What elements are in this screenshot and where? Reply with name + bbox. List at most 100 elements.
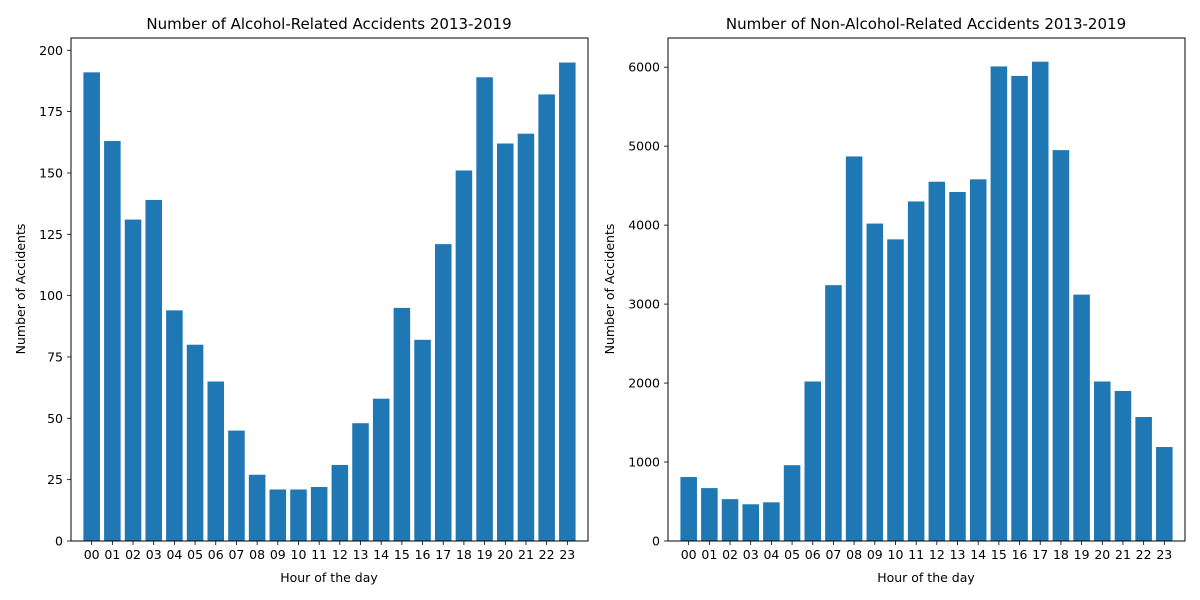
x-axis-label: Hour of the day bbox=[877, 570, 975, 585]
bar-18 bbox=[1052, 150, 1070, 541]
x-tick-label: 03 bbox=[743, 547, 759, 562]
bar-00 bbox=[83, 72, 100, 541]
bar-20 bbox=[497, 143, 514, 541]
bar-08 bbox=[248, 474, 266, 541]
y-tick-label: 6000 bbox=[628, 60, 660, 75]
x-tick-label: 19 bbox=[477, 547, 493, 562]
bar-23 bbox=[1156, 447, 1173, 541]
x-tick-label: 00 bbox=[84, 547, 100, 562]
bar-13 bbox=[352, 423, 369, 541]
bar-19 bbox=[476, 77, 493, 541]
x-tick-label: 16 bbox=[415, 547, 431, 562]
x-tick-label: 08 bbox=[249, 547, 265, 562]
ticks-layer: 00 01 02 03 04 05 06 07 08 09 10 11 12 13 14 15 16 17 18 19… bbox=[39, 43, 575, 562]
x-tick-label: 18 bbox=[1053, 547, 1069, 562]
y-tick-label: 5000 bbox=[628, 139, 660, 154]
x-tick-label: 22 bbox=[1136, 547, 1152, 562]
x-tick-label: 20 bbox=[1094, 547, 1110, 562]
x-tick-label: 15 bbox=[394, 547, 410, 562]
x-tick-label: 17 bbox=[1032, 547, 1048, 562]
x-tick-label: 04 bbox=[166, 547, 182, 562]
plot-frame bbox=[667, 37, 1186, 542]
bar-18 bbox=[455, 170, 473, 541]
x-tick-label: 16 bbox=[1012, 547, 1028, 562]
x-tick-label: 19 bbox=[1074, 547, 1090, 562]
chart-non-alcohol-related: Number of Non-Alcohol-Related Accidents … bbox=[602, 15, 1186, 585]
bar-07 bbox=[825, 285, 842, 541]
bar-14 bbox=[372, 398, 390, 541]
x-tick-label: 10 bbox=[291, 547, 307, 562]
bar-04 bbox=[166, 310, 183, 541]
bar-03 bbox=[145, 199, 162, 541]
bar-14 bbox=[969, 179, 987, 541]
x-tick-label: 05 bbox=[187, 547, 203, 562]
x-tick-label: 23 bbox=[1156, 547, 1172, 562]
x-tick-label: 02 bbox=[125, 547, 141, 562]
x-tick-label: 15 bbox=[991, 547, 1007, 562]
y-tick-label: 100 bbox=[39, 288, 63, 303]
plot-frame bbox=[70, 37, 589, 542]
x-tick-label: 17 bbox=[435, 547, 451, 562]
x-axis-label: Hour of the day bbox=[280, 570, 378, 585]
x-tick-label: 03 bbox=[146, 547, 162, 562]
y-tick-label: 125 bbox=[39, 227, 63, 242]
x-tick-label: 12 bbox=[929, 547, 945, 562]
x-tick-label: 11 bbox=[908, 547, 924, 562]
bar-16 bbox=[414, 339, 431, 541]
y-tick-label: 25 bbox=[47, 472, 63, 487]
bar-09 bbox=[866, 223, 884, 541]
y-tick-label: 200 bbox=[39, 43, 63, 58]
bar-07 bbox=[228, 430, 245, 541]
x-tick-label: 13 bbox=[353, 547, 369, 562]
bar-21 bbox=[1114, 390, 1132, 541]
y-tick-label: 75 bbox=[47, 349, 63, 364]
x-tick-label: 14 bbox=[373, 547, 389, 562]
bar-04 bbox=[763, 502, 780, 541]
x-tick-label: 04 bbox=[763, 547, 779, 562]
x-tick-label: 13 bbox=[950, 547, 966, 562]
x-tick-label: 06 bbox=[805, 547, 821, 562]
bar-15 bbox=[990, 66, 1008, 542]
bar-22 bbox=[1135, 417, 1152, 541]
x-tick-label: 07 bbox=[825, 547, 841, 562]
x-tick-label: 11 bbox=[311, 547, 327, 562]
bar-00 bbox=[680, 477, 697, 541]
x-tick-label: 05 bbox=[784, 547, 800, 562]
x-tick-label: 23 bbox=[559, 547, 575, 562]
bar-02 bbox=[721, 499, 739, 541]
x-tick-label: 22 bbox=[539, 547, 555, 562]
chart-title: Number of Alcohol-Related Accidents 2013… bbox=[146, 15, 511, 33]
bar-12 bbox=[331, 464, 349, 541]
ticks-layer: 00 01 02 03 04 05 06 07 08 09 10 11 12 13 14 15 16 17 18 19… bbox=[628, 60, 1172, 562]
bars-layer bbox=[83, 62, 576, 542]
bar-06 bbox=[207, 381, 225, 541]
bar-06 bbox=[804, 381, 822, 541]
x-tick-label: 02 bbox=[722, 547, 738, 562]
bar-10 bbox=[887, 239, 904, 542]
bar-05 bbox=[783, 465, 801, 541]
x-tick-label: 01 bbox=[104, 547, 120, 562]
y-axis-label: Number of Accidents bbox=[13, 224, 28, 355]
y-tick-label: 1000 bbox=[628, 455, 660, 470]
bar-01 bbox=[104, 141, 121, 542]
bar-13 bbox=[949, 191, 966, 542]
bar-11 bbox=[310, 487, 328, 541]
y-axis-label: Number of Accidents bbox=[602, 224, 617, 355]
y-tick-label: 175 bbox=[39, 104, 63, 119]
x-tick-label: 20 bbox=[497, 547, 513, 562]
x-tick-label: 14 bbox=[970, 547, 986, 562]
bar-17 bbox=[434, 244, 452, 542]
bar-09 bbox=[269, 489, 287, 541]
bar-19 bbox=[1073, 294, 1090, 541]
x-tick-label: 12 bbox=[332, 547, 348, 562]
y-tick-label: 50 bbox=[47, 411, 63, 426]
bar-03 bbox=[742, 504, 759, 541]
bar-21 bbox=[517, 133, 535, 541]
x-tick-label: 08 bbox=[846, 547, 862, 562]
bar-23 bbox=[559, 62, 576, 541]
bars-layer bbox=[680, 61, 1173, 542]
bar-08 bbox=[845, 156, 863, 541]
x-tick-label: 07 bbox=[228, 547, 244, 562]
bar-02 bbox=[124, 219, 142, 541]
